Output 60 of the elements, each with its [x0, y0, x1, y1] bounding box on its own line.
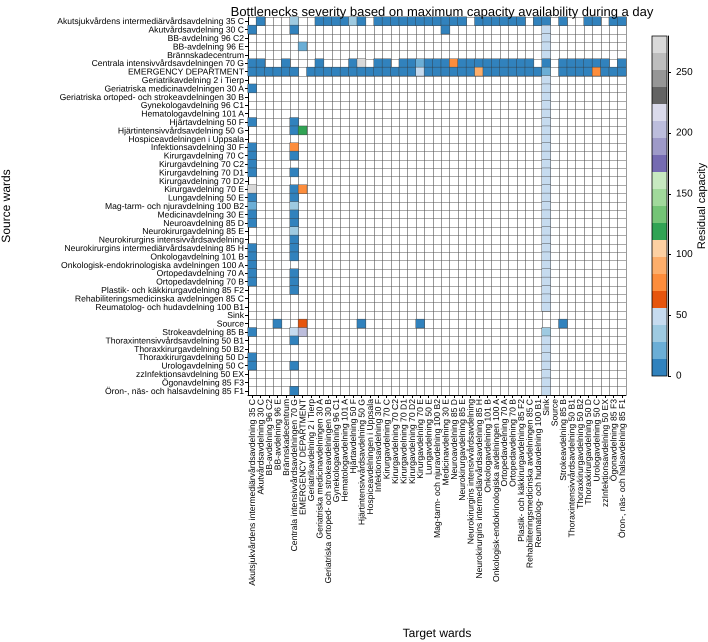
chart-title: Bottlenecks severity based on maximum capacity availability during a day — [230, 4, 654, 19]
color-bar-title: Residual capacity — [696, 162, 708, 250]
y-tick-label: zzInfektionsavdelning 50 EX — [136, 369, 244, 379]
x-tick-label: Neurokirurgins intensivvårdsavdelning — [466, 398, 476, 544]
y-tick-label: Ögonavdelning 85 F3 — [162, 377, 244, 388]
y-tick-label: Hematologavdelning 101 A — [141, 108, 244, 119]
x-tick-label: Thoraxkirurgavdelning 50 D — [583, 399, 594, 505]
y-tick-label: Urologavdelning 50 C — [161, 360, 244, 371]
y-axis-title: Source wards — [0, 169, 13, 243]
y-tick-label: Hjärtavdelning 50 F — [169, 117, 244, 127]
y-tick-label: Lungavdelning 50 E — [168, 192, 244, 203]
x-axis-title: Target wards — [402, 626, 472, 640]
y-tick-label: Akutvårdsavdelning 30 C — [148, 24, 244, 35]
x-tick-label: Source — [550, 398, 560, 426]
x-tick-label: Gynekologavdelning 96 C1 — [331, 398, 342, 502]
x-tick-label: Ortopedavdelning 70 B — [508, 398, 518, 487]
x-tick-label: Urologavdelning 50 C — [592, 399, 602, 482]
y-tick-label: Plastik- och käkkirurgavdelning 85 F2 — [101, 285, 244, 295]
y-tick-label: Ortopedavdelning 70 A — [156, 268, 244, 278]
x-tick-label: Plastik- och käkkirurgavdelning 85 F2 — [516, 398, 526, 542]
color-bar-label: 150 — [676, 188, 694, 200]
x-tick-label: Hematologavdelning 101 A — [340, 398, 350, 502]
y-tick-label: Hjärtintensivvårdsavdelning 50 G — [118, 125, 244, 136]
x-tick-label: Geriatrikavdelning 2 i Tierp — [306, 398, 316, 502]
y-tick-label: Source — [216, 318, 244, 329]
color-bar-label: 50 — [676, 310, 688, 321]
x-tick-label: Ortopedavdelning 70 A — [499, 398, 510, 486]
y-tick-label: Thoraxkirurgavdelning 50 D — [138, 352, 244, 362]
x-tick-label: zzInfektionsavdelning 50 EX — [600, 398, 610, 507]
x-tick-label: Mag-tarm- och njuravdelning 100 B2 — [432, 398, 442, 538]
x-tick-label: Lungavdelning 50 E — [424, 398, 434, 475]
y-tick-label: Sink — [227, 310, 245, 320]
y-tick-label: Kirurgavdelning 70 E — [164, 184, 244, 194]
x-tick-label: Kirurgavdelning 70 C — [382, 399, 392, 480]
y-tick-label: Gynekologavdelning 96 C1 — [140, 100, 244, 110]
y-tick-label: EMERGENCY DEPARTMENT — [128, 66, 245, 77]
y-tick-label: Neurokirurgavdelning 85 E — [142, 226, 244, 236]
color-bar-label: 200 — [676, 128, 694, 139]
y-tick-label: BB-avdelning 96 C2 — [168, 33, 244, 43]
y-tick-label: Mag-tarm- och njuravdelning 100 B2 — [104, 201, 244, 211]
x-tick-label: Sink — [541, 398, 552, 416]
y-tick-label: Akutsjukvårdens intermediärvårdsavdelning 35 C — [57, 16, 244, 26]
y-tick-label: Neurokirurgins intensivvårdsavdelning — [98, 234, 244, 245]
y-tick-label: Kirurgavdelning 70 C — [164, 150, 244, 161]
y-tick-label: Geriatrikavdelning 2 i Tierp — [142, 75, 244, 85]
x-tick-label: Ögonavdelning 85 F3 — [608, 398, 618, 482]
color-bar-label: 100 — [676, 249, 694, 260]
y-tick-label: Strokeavdelning 85 B — [162, 327, 244, 337]
x-tick-label: Hjärtavdelning 50 F — [348, 399, 358, 474]
color-bar-label: 250 — [676, 66, 694, 78]
color-bar-label: 0 — [676, 370, 682, 382]
y-tick-label: Ortopedavdelning 70 B — [156, 276, 244, 287]
y-tick-label: Centrala intensivvårdsavdelningen 70 G — [92, 58, 244, 68]
x-tick-label: Neurokirurgins intermediärvårdsavdelning 85 H — [474, 399, 484, 579]
x-tick-label: Neurokirurgavdelning 85 E — [457, 398, 468, 501]
x-tick-label: Kirurgavdelning 70 C2 — [390, 398, 400, 484]
x-tick-label: Strokeavdelning 85 B — [558, 398, 568, 481]
y-tick-label: Neurokirurgins intermediärvårdsavdelning 85 H — [64, 243, 244, 253]
x-tick-label: Kirurgavdelning 70 E — [415, 398, 426, 479]
y-tick-label: Kirurgavdelning 70 C2 — [158, 159, 244, 169]
